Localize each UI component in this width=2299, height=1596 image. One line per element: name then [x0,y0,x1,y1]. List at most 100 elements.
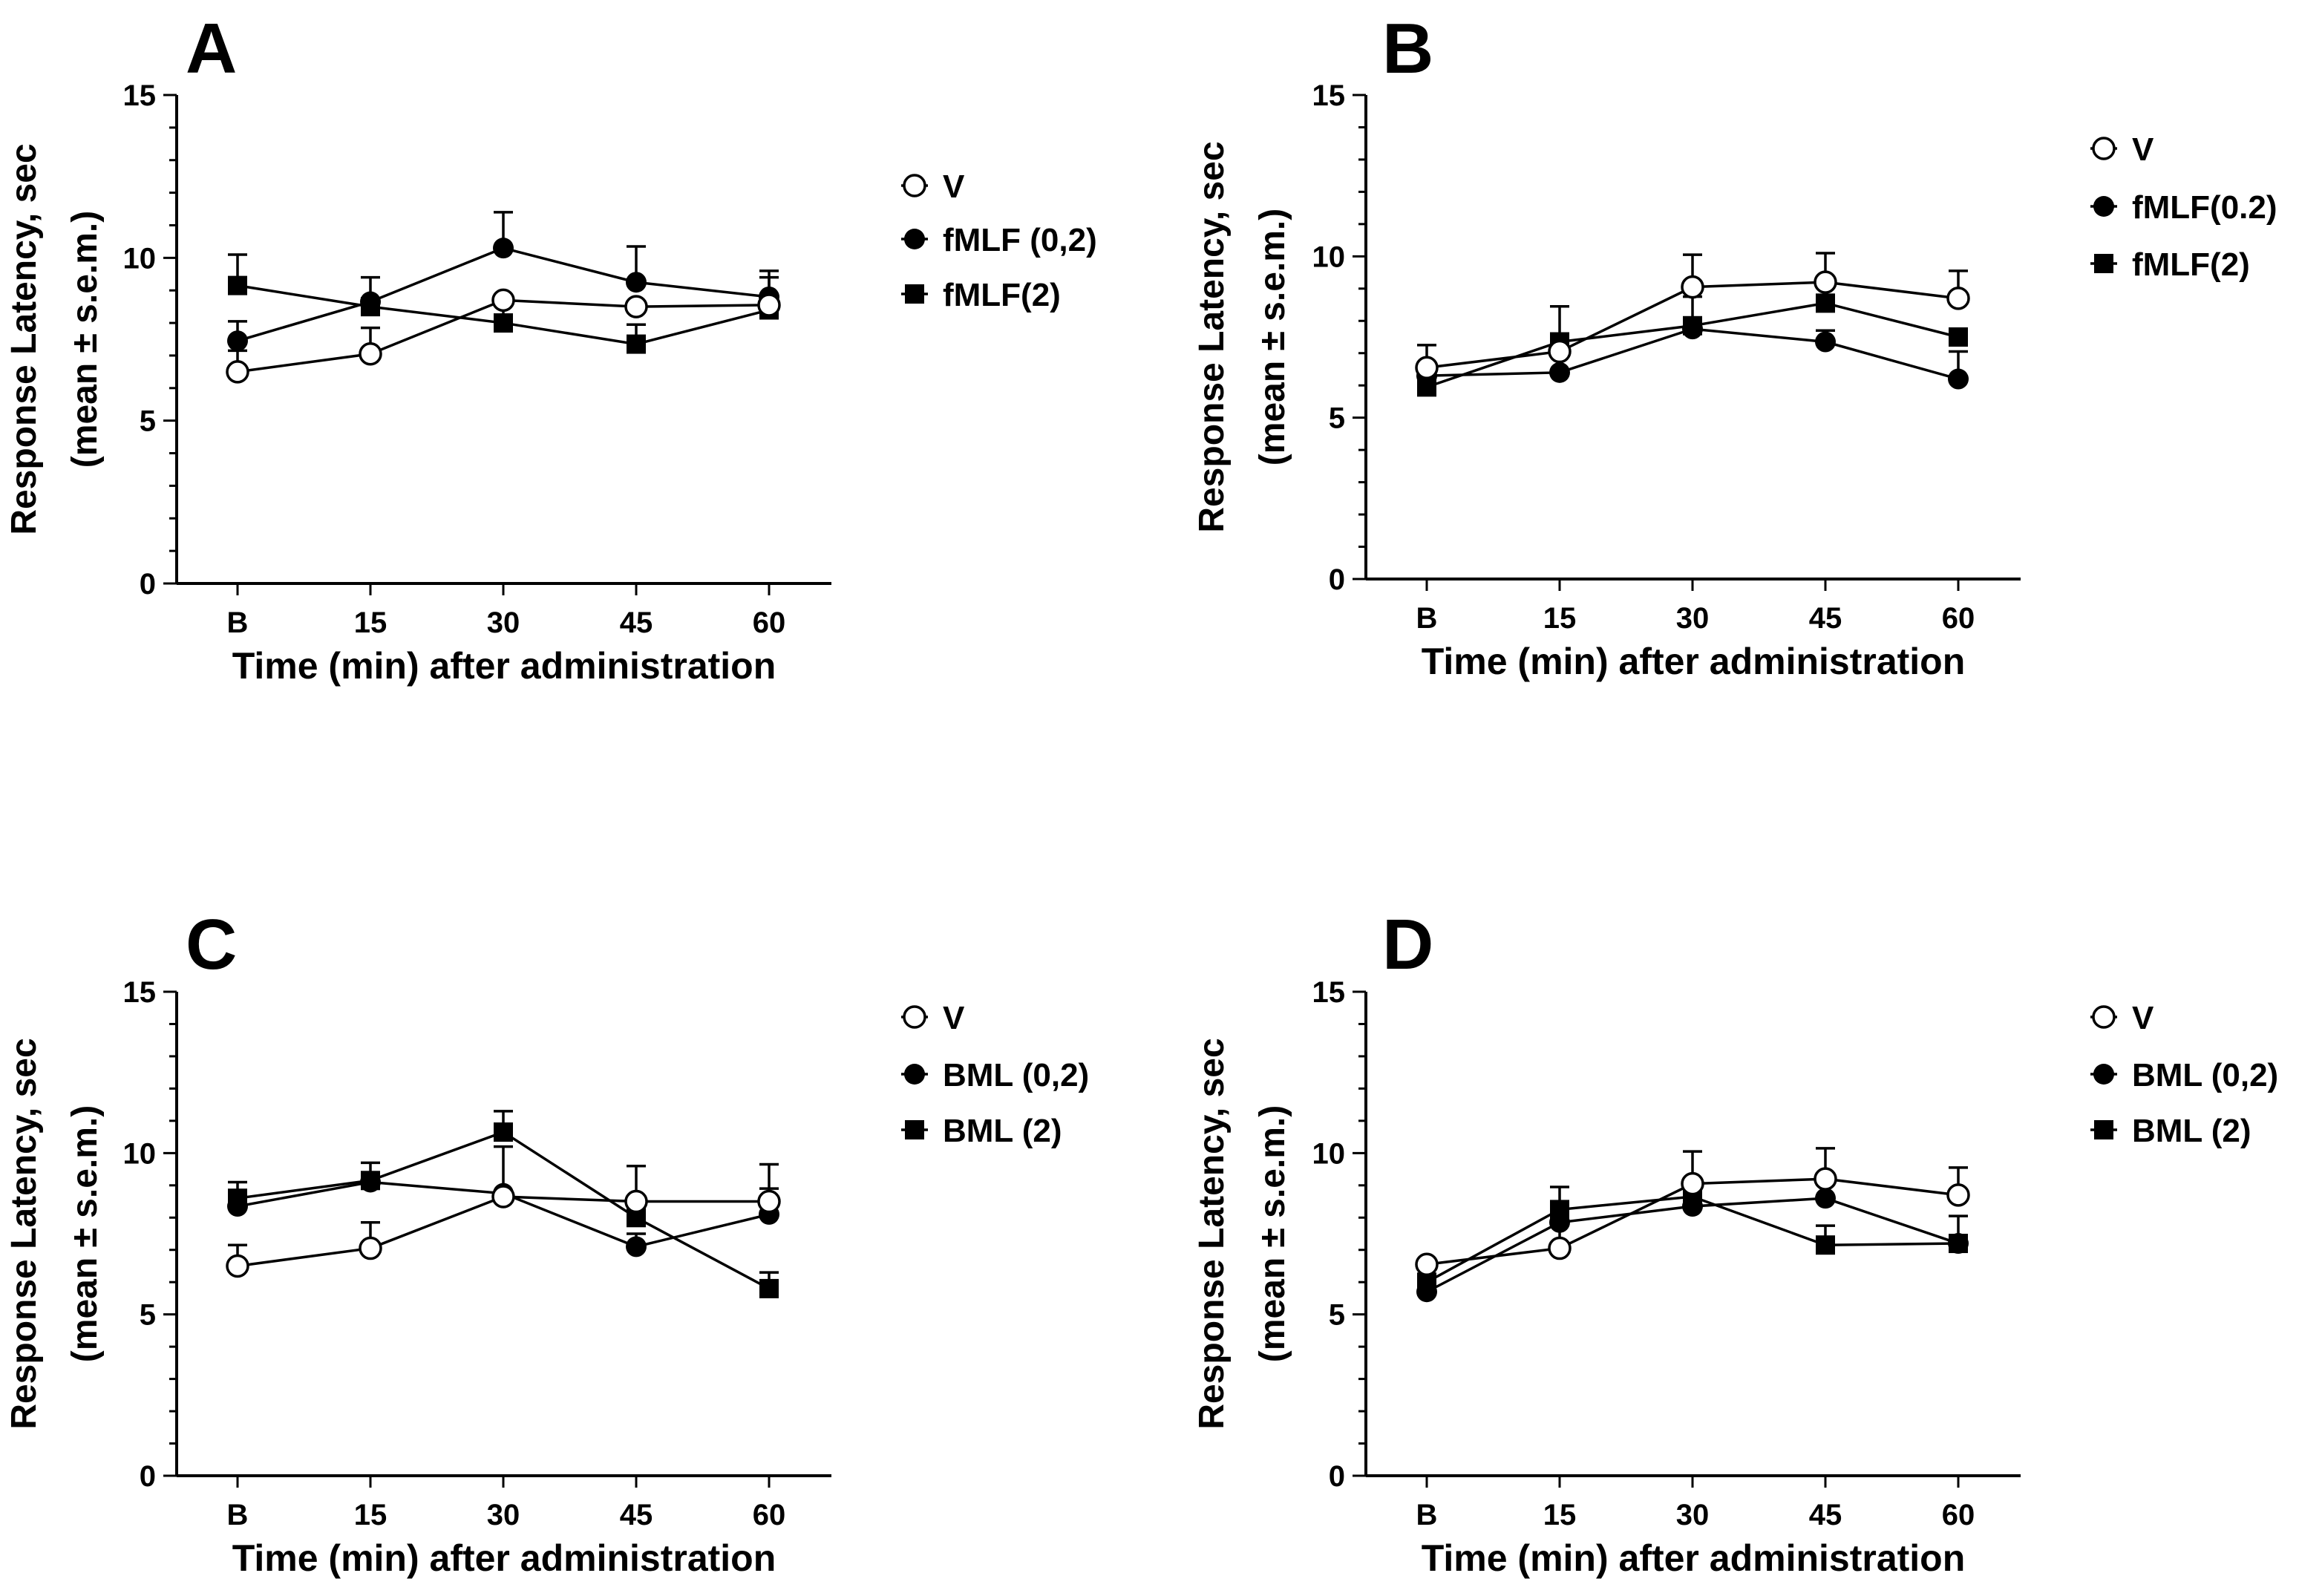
data-point [1815,331,1836,353]
panel-label: D [1382,905,1433,984]
legend-label: fMLF (0,2) [943,222,1097,258]
y-tick-label: 10 [1312,241,1346,273]
data-point [359,341,382,366]
legend-marker [904,229,925,249]
data-point [1814,1167,1837,1191]
y-tick-label: 10 [123,1137,157,1170]
data-point [627,334,646,354]
y-tick-label: 5 [140,1299,156,1332]
data-point [1548,1236,1572,1260]
legend-label: BML (0,2) [943,1057,1089,1093]
data-point [1549,1211,1570,1233]
panel-b: B 0 5 10 15 B 15 30 45 60 Time (min) after adminis… [1192,9,2277,682]
legend-label: V [943,169,965,205]
legend-label: fMLF(2) [943,277,1061,313]
panel-label: B [1382,9,1433,88]
x-tick-label: 15 [1543,602,1577,635]
series-group [226,1110,781,1298]
data-point [1815,1188,1836,1209]
data-point [1946,287,1970,310]
data-point [360,291,381,313]
data-point [1949,327,1968,347]
legend-marker [905,1120,924,1139]
data-point [1816,293,1835,313]
data-point [626,272,647,293]
data-point [494,313,513,333]
data-point [1681,275,1704,299]
y-tick-label: 0 [140,568,156,601]
y-axis-subtitle: (mean ± s.e.m.) [1253,1105,1292,1362]
data-point [1415,356,1439,380]
y-tick-label: 0 [140,1460,156,1493]
series-group [1415,1147,1970,1303]
data-point [494,1122,513,1142]
x-tick-label: B [1416,1499,1438,1531]
y-tick-label: 15 [1312,79,1346,112]
x-tick-label: 30 [487,606,520,639]
y-tick-label: 0 [1329,1460,1345,1493]
y-tick-label: 15 [123,976,157,1009]
legend-marker [2094,254,2113,273]
y-axis-title: Response Latency, sec [4,1038,44,1429]
legend-marker [2094,1120,2113,1139]
y-axis-subtitle: (mean ± s.e.m.) [65,1105,105,1362]
data-point [491,1185,515,1209]
x-axis-title: Time (min) after administration [232,645,776,687]
data-point [759,1278,779,1298]
series-group [226,211,781,384]
data-point [1415,1252,1439,1277]
data-point [1816,1235,1835,1255]
legend-marker [2093,196,2114,217]
y-tick-label: 5 [140,405,156,438]
data-point [226,360,249,384]
legend-marker [2092,137,2116,160]
x-tick-label: B [227,1499,249,1531]
x-tick-label: 45 [1809,602,1842,635]
data-point [757,1189,781,1214]
data-point [359,1236,382,1260]
data-point [226,1254,249,1278]
x-axis-title: Time (min) after administration [1422,641,1966,682]
data-point [1416,1281,1437,1303]
data-point [493,238,514,259]
data-point [228,275,247,295]
y-tick-label: 15 [1312,976,1346,1009]
x-axis-title: Time (min) after administration [232,1537,776,1579]
data-point [1948,1233,1969,1255]
x-tick-label: 30 [487,1499,520,1531]
legend-label: BML (2) [2132,1113,2251,1149]
x-tick-label: 45 [1809,1499,1842,1531]
x-tick-label: 45 [620,606,653,639]
data-point [1549,362,1570,383]
data-point [1548,339,1572,364]
legend: V BML (0,2) BML (2) [2090,1000,2278,1149]
x-tick-label: 60 [1942,602,1975,635]
data-point [1814,270,1837,294]
legend-label: V [2132,1000,2154,1036]
y-tick-label: 10 [123,242,157,275]
data-point [1682,1196,1703,1217]
y-tick-label: 5 [1329,402,1345,435]
legend-marker [905,284,924,304]
legend-label: fMLF(2) [2132,246,2250,283]
legend-label: BML (0,2) [2132,1057,2278,1093]
y-tick-label: 15 [123,79,157,112]
x-tick-label: 15 [1543,1499,1577,1531]
x-axis-title: Time (min) after administration [1422,1537,1966,1579]
x-tick-label: 60 [753,606,786,639]
y-axis-subtitle: (mean ± s.e.m.) [65,211,105,468]
legend-label: fMLF(0.2) [2132,189,2277,226]
x-tick-label: 15 [354,1499,387,1531]
x-tick-label: B [1416,602,1438,635]
data-point [624,1189,648,1214]
x-tick-label: 30 [1676,1499,1710,1531]
legend-label: V [943,1000,965,1036]
legend-marker [903,174,926,197]
y-axis-title: Response Latency, sec [1192,1038,1232,1429]
x-tick-label: B [227,606,249,639]
data-point [626,1236,647,1257]
data-point [1681,1171,1704,1196]
panel-d: D 0 5 10 15 B 15 30 45 60 Time (min) after adminis… [1192,905,2278,1579]
